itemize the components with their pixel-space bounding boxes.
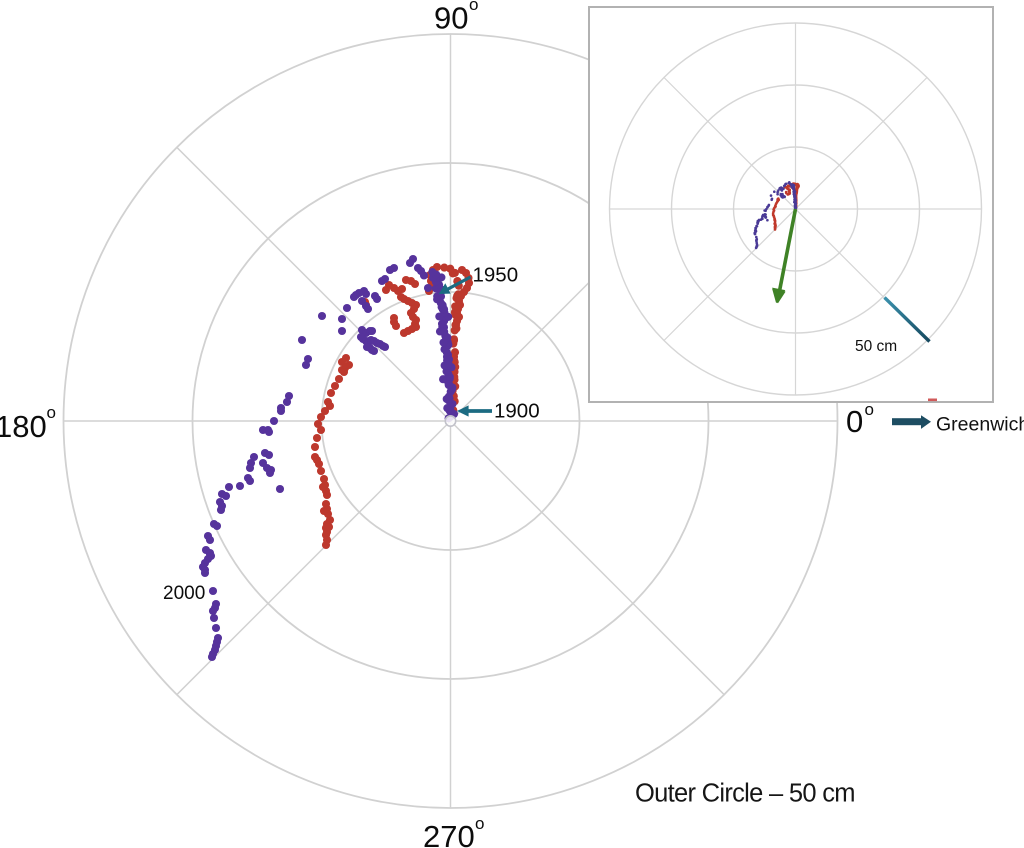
svg-text:o: o bbox=[469, 0, 478, 14]
svg-text:180: 180 bbox=[0, 409, 47, 444]
svg-text:1900: 1900 bbox=[494, 400, 540, 423]
svg-text:Outer Circle – 50 cm: Outer Circle – 50 cm bbox=[635, 780, 855, 808]
svg-text:o: o bbox=[475, 814, 484, 833]
svg-text:270: 270 bbox=[423, 819, 475, 848]
svg-text:90: 90 bbox=[434, 1, 468, 36]
svg-text:0: 0 bbox=[846, 404, 863, 439]
svg-text:Greenwich: Greenwich bbox=[936, 414, 1024, 436]
svg-text:o: o bbox=[47, 403, 56, 422]
svg-text:o: o bbox=[865, 400, 874, 419]
svg-text:2000: 2000 bbox=[163, 583, 205, 604]
svg-text:1950: 1950 bbox=[473, 264, 519, 287]
svg-text:50 cm: 50 cm bbox=[855, 338, 897, 355]
